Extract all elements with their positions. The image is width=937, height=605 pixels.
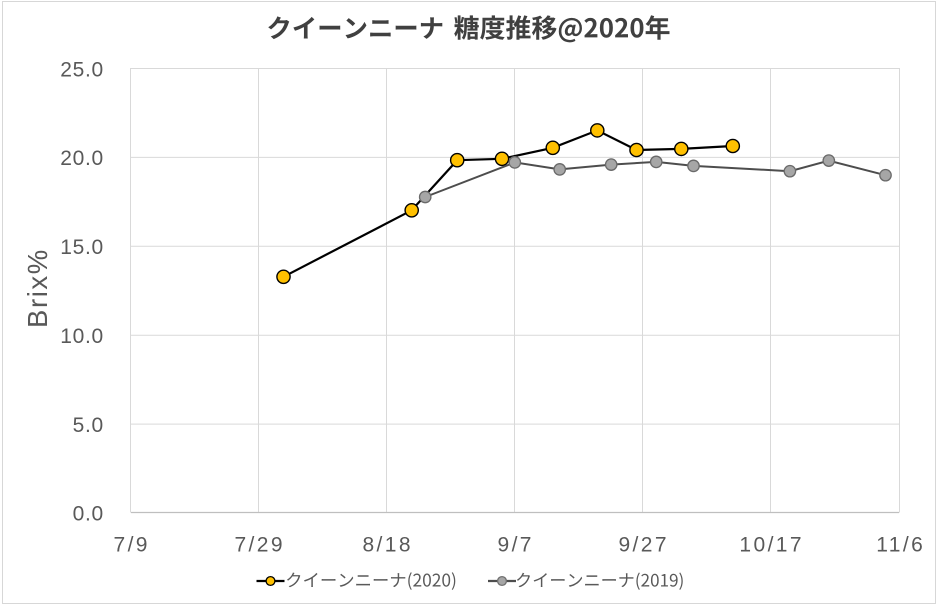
svg-text:10.0: 10.0 [60, 325, 104, 348]
svg-text:10/17: 10/17 [739, 533, 804, 556]
svg-text:7/9: 7/9 [113, 533, 149, 556]
svg-text:8/18: 8/18 [362, 533, 412, 556]
svg-text:9/7: 9/7 [497, 533, 533, 556]
svg-text:11/6: 11/6 [876, 533, 925, 556]
svg-text:0.0: 0.0 [73, 502, 104, 525]
svg-text:15.0: 15.0 [60, 236, 104, 259]
svg-text:5.0: 5.0 [73, 414, 104, 437]
svg-text:9/27: 9/27 [618, 533, 668, 556]
svg-text:Brix%: Brix% [22, 248, 53, 328]
svg-text:7/29: 7/29 [234, 533, 284, 556]
svg-text:25.0: 25.0 [60, 58, 104, 81]
svg-text:20.0: 20.0 [60, 147, 104, 170]
